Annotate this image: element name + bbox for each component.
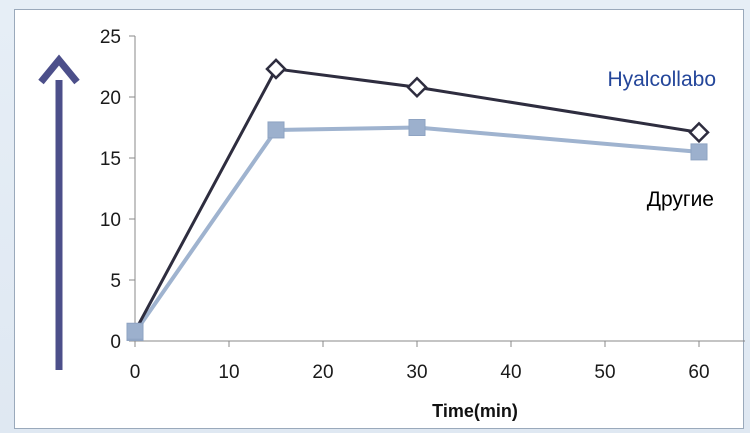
x-tick-label: 50 xyxy=(594,362,615,383)
x-tick-label: 60 xyxy=(688,362,709,383)
x-tick-label: 20 xyxy=(312,362,333,383)
axes xyxy=(129,35,745,347)
data-point-hyalcollabo xyxy=(126,322,144,340)
data-point-hyalcollabo xyxy=(688,121,710,144)
y-tick-label: 25 xyxy=(100,27,121,48)
arrow-head xyxy=(38,54,80,85)
series-label-other: Другие xyxy=(647,188,714,211)
series-hyalcollabo xyxy=(126,58,710,340)
y-tick-label: 20 xyxy=(100,88,121,109)
x-tick-labels: 0 10 20 30 40 50 60 xyxy=(130,362,710,383)
data-point-other xyxy=(408,119,426,136)
x-tick-label: 40 xyxy=(500,362,521,383)
y-tick-labels: 0 5 10 15 20 25 xyxy=(100,27,121,353)
y-tick-label: 15 xyxy=(100,149,121,170)
up-arrow-icon xyxy=(38,54,80,370)
x-tick-label: 0 xyxy=(130,362,141,383)
data-point-hyalcollabo xyxy=(265,58,287,80)
data-point-other xyxy=(690,143,708,161)
data-point-hyalcollabo xyxy=(406,76,428,99)
series-other xyxy=(126,119,708,341)
x-tick-label: 30 xyxy=(406,362,427,383)
series-line-other xyxy=(133,125,700,334)
y-tick-label: 0 xyxy=(110,332,121,353)
x-axis-label: Time(min) xyxy=(432,401,518,421)
data-point-other xyxy=(267,121,285,139)
series-line-hyalcollabo xyxy=(133,67,700,332)
series-label-hyalcollabo: Hyalcollabo xyxy=(607,68,716,91)
chart-panel xyxy=(14,9,744,429)
x-tick-label: 10 xyxy=(218,362,239,383)
y-tick-label: 5 xyxy=(110,271,121,292)
series xyxy=(126,58,710,341)
y-tick-label: 10 xyxy=(100,210,121,231)
